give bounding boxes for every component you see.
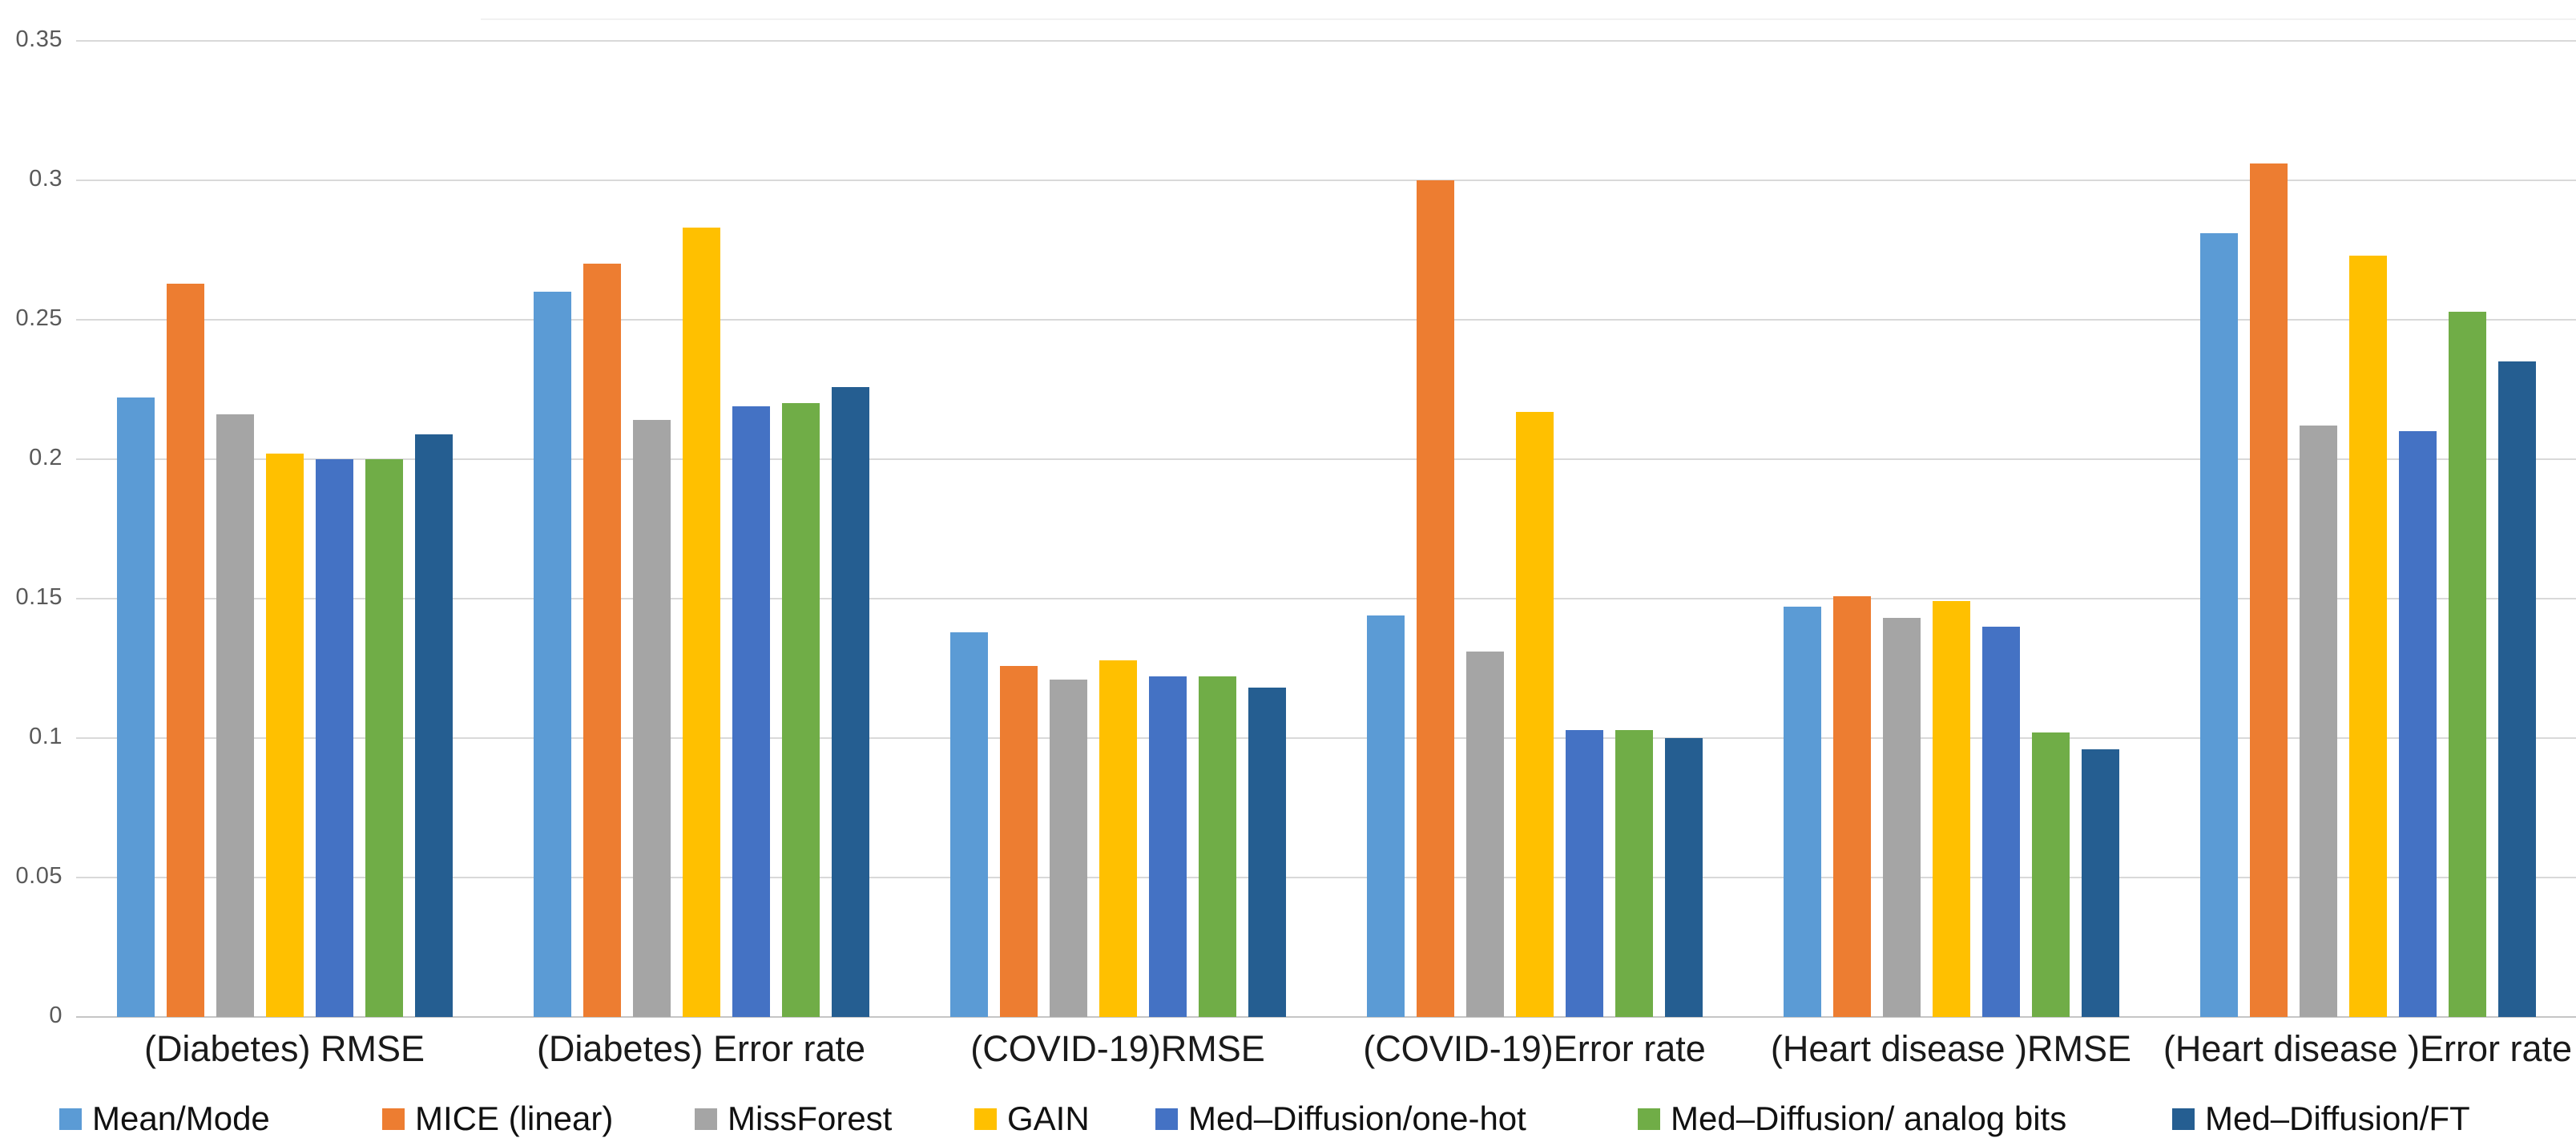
- gridline: [76, 40, 2576, 42]
- bar: [583, 264, 621, 1017]
- legend-label: Mean/Mode: [92, 1100, 270, 1137]
- bar: [1932, 601, 1970, 1017]
- bar: [2348, 255, 2387, 1017]
- legend-label: Med–Diffusion/one-hot: [1188, 1100, 1526, 1137]
- legend-swatch-icon: [695, 1108, 717, 1130]
- bar: [949, 632, 988, 1017]
- legend-swatch-icon: [974, 1108, 997, 1130]
- legend-swatch-icon: [1638, 1108, 1660, 1130]
- category-label: (Heart disease )RMSE: [1770, 1028, 2132, 1069]
- bar: [2031, 732, 2070, 1017]
- legend-swatch-icon: [1155, 1108, 1178, 1130]
- bar: [1832, 595, 1871, 1017]
- y-tick-label: 0.05: [15, 863, 62, 889]
- bar: [166, 283, 204, 1017]
- gridline: [76, 180, 2576, 181]
- gridline: [76, 458, 2576, 460]
- legend-item: MICE (linear): [382, 1100, 613, 1138]
- legend-label: GAIN: [1007, 1100, 1090, 1137]
- y-tick-label: 0.15: [15, 584, 62, 610]
- bar: [1664, 738, 1703, 1017]
- category-label: (COVID-19)Error rate: [1363, 1028, 1706, 1069]
- legend-swatch-icon: [59, 1108, 82, 1130]
- y-tick-label: 0.3: [29, 166, 62, 192]
- y-tick-label: 0.1: [29, 724, 62, 749]
- bar: [1615, 729, 1653, 1017]
- bar: [632, 420, 671, 1017]
- legend-item: Med–Diffusion/FT: [2172, 1100, 2470, 1138]
- category-label: (Diabetes) Error rate: [536, 1028, 866, 1069]
- bar: [365, 459, 403, 1017]
- bar: [781, 403, 820, 1017]
- bar: [315, 459, 353, 1017]
- x-axis-line: [76, 1016, 2576, 1018]
- bar: [414, 434, 453, 1017]
- bar: [533, 292, 571, 1017]
- gridline: [76, 737, 2576, 739]
- legend-label: Med–Diffusion/ analog bits: [1671, 1100, 2067, 1137]
- legend-item: GAIN: [974, 1100, 1090, 1138]
- bar: [1049, 679, 1087, 1017]
- bar: [732, 406, 770, 1017]
- bar: [2448, 311, 2486, 1017]
- gridline: [76, 877, 2576, 878]
- bar: [1565, 729, 1603, 1017]
- bar: [2299, 426, 2337, 1017]
- bar: [1465, 652, 1504, 1017]
- bar: [116, 397, 155, 1017]
- legend-swatch-icon: [382, 1108, 405, 1130]
- bar: [2249, 163, 2288, 1017]
- gridline: [76, 598, 2576, 599]
- y-tick-label: 0: [49, 1003, 62, 1028]
- category-label: (COVID-19)RMSE: [970, 1028, 1265, 1069]
- bar: [1416, 180, 1454, 1017]
- legend-label: MICE (linear): [415, 1100, 614, 1137]
- bar: [1366, 615, 1405, 1017]
- bar: [216, 414, 254, 1017]
- bar: [1882, 618, 1921, 1017]
- bar: [1783, 607, 1821, 1017]
- legend-item: Med–Diffusion/one-hot: [1155, 1100, 1526, 1138]
- legend-item: Med–Diffusion/ analog bits: [1638, 1100, 2066, 1138]
- y-tick-label: 0.2: [29, 445, 62, 470]
- bar: [1148, 676, 1187, 1017]
- plot-area-top-border: [481, 18, 2576, 20]
- bar: [2398, 431, 2437, 1017]
- bar: [1198, 676, 1236, 1017]
- legend-swatch-icon: [2172, 1108, 2195, 1130]
- legend-item: MissForest: [695, 1100, 892, 1138]
- y-tick-label: 0.35: [15, 26, 62, 52]
- bar: [1248, 688, 1286, 1017]
- bar: [2497, 361, 2536, 1017]
- category-label: (Diabetes) RMSE: [143, 1028, 425, 1069]
- bar: [682, 228, 720, 1017]
- gridline: [76, 319, 2576, 321]
- category-label: (Heart disease )Error rate: [2163, 1028, 2573, 1069]
- bar: [2081, 749, 2119, 1017]
- bar: [265, 454, 304, 1017]
- legend-label: Med–Diffusion/FT: [2205, 1100, 2470, 1137]
- legend-item: Mean/Mode: [59, 1100, 270, 1138]
- bar: [1099, 660, 1137, 1017]
- bar: [1515, 411, 1554, 1017]
- bar: [831, 386, 869, 1017]
- bar: [999, 665, 1038, 1017]
- bar: [1981, 626, 2020, 1017]
- y-tick-label: 0.25: [15, 305, 62, 331]
- legend-label: MissForest: [728, 1100, 893, 1137]
- bar: [2199, 233, 2238, 1017]
